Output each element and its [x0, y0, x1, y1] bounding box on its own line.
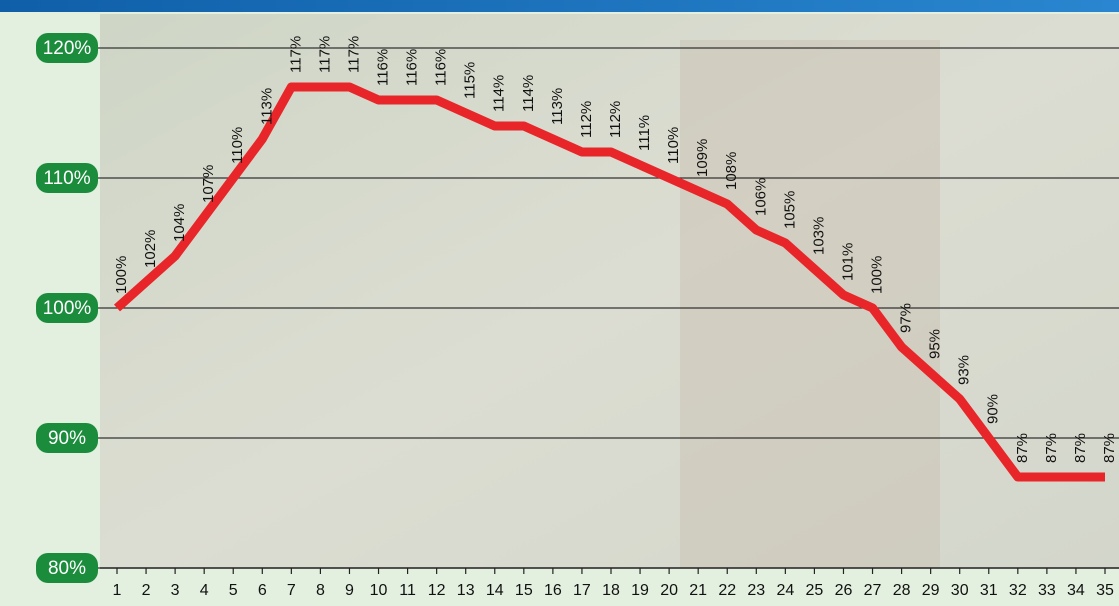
x-tick-label: 13	[457, 582, 475, 599]
x-tick-label: 2	[142, 582, 151, 599]
x-tick-label: 32	[1009, 582, 1027, 599]
y-tick-label: 120%	[43, 38, 92, 59]
x-tick-label: 7	[287, 582, 296, 599]
x-tick-label: 28	[893, 582, 911, 599]
value-label: 105%	[781, 191, 798, 229]
x-tick-label: 31	[980, 582, 998, 599]
x-tick-label: 14	[486, 582, 504, 599]
x-tick-label: 12	[428, 582, 446, 599]
value-label: 93%	[956, 355, 973, 385]
value-label: 116%	[404, 49, 421, 86]
value-label: 114%	[520, 75, 537, 112]
x-tick-label: 16	[544, 582, 562, 599]
x-tick-label: 25	[806, 582, 824, 599]
x-tick-label: 20	[660, 582, 678, 599]
chart: 80%90%100%110%120%1234567891011121314151…	[0, 0, 1119, 606]
x-tick-label: 27	[864, 582, 882, 599]
x-tick-label: 34	[1067, 582, 1085, 599]
value-label: 100%	[113, 256, 130, 294]
plot-background	[100, 14, 1119, 568]
x-tick-label: 18	[602, 582, 620, 599]
x-tick-label: 21	[689, 582, 707, 599]
value-label: 112%	[607, 101, 624, 138]
x-tick-label: 23	[747, 582, 765, 599]
value-label: 117%	[316, 36, 333, 73]
value-label: 111%	[636, 115, 653, 151]
value-label: 113%	[549, 88, 566, 125]
value-label: 103%	[810, 217, 827, 255]
x-tick-label: 1	[113, 582, 122, 599]
value-label: 87%	[1101, 433, 1118, 463]
x-tick-label: 22	[718, 582, 736, 599]
value-label: 116%	[433, 49, 450, 86]
value-label: 110%	[665, 127, 682, 164]
value-label: 107%	[200, 165, 217, 203]
x-tick-label: 15	[515, 582, 533, 599]
value-label: 116%	[374, 49, 391, 86]
x-tick-label: 4	[200, 582, 209, 599]
x-tick-label: 5	[229, 582, 238, 599]
value-label: 100%	[868, 256, 885, 294]
x-tick-label: 26	[835, 582, 853, 599]
x-tick-label: 35	[1096, 582, 1114, 599]
value-label: 101%	[839, 243, 856, 281]
value-label: 113%	[258, 88, 275, 125]
value-label: 115%	[462, 62, 479, 99]
value-label: 114%	[491, 75, 508, 112]
x-tick-label: 3	[171, 582, 180, 599]
y-tick-label: 80%	[48, 558, 86, 579]
value-label: 108%	[723, 152, 740, 190]
value-label: 87%	[1072, 433, 1089, 463]
x-tick-label: 29	[922, 582, 940, 599]
value-label: 102%	[142, 230, 159, 268]
value-label: 110%	[229, 127, 246, 164]
y-tick-label: 100%	[43, 298, 92, 319]
x-tick-label: 24	[776, 582, 794, 599]
value-label: 90%	[985, 394, 1002, 424]
x-tick-label: 6	[258, 582, 267, 599]
value-label: 117%	[287, 36, 304, 73]
value-label: 87%	[1043, 433, 1060, 463]
x-tick-label: 17	[573, 582, 591, 599]
value-label: 97%	[898, 303, 915, 333]
value-label: 109%	[694, 139, 711, 177]
top-bar	[0, 0, 1119, 12]
x-tick-label: 30	[951, 582, 969, 599]
value-label: 95%	[927, 329, 944, 359]
value-label: 112%	[578, 101, 595, 138]
x-tick-label: 9	[345, 582, 354, 599]
x-tick-label: 8	[316, 582, 325, 599]
x-tick-label: 11	[399, 582, 416, 599]
x-tick-label: 33	[1038, 582, 1056, 599]
value-label: 106%	[752, 178, 769, 216]
x-tick-label: 10	[370, 582, 388, 599]
y-tick-label: 110%	[43, 168, 90, 189]
value-label: 104%	[171, 204, 188, 242]
y-tick-label: 90%	[48, 428, 86, 449]
page: {"chart_data": {"type": "line", "categor…	[0, 0, 1119, 606]
value-label: 117%	[345, 36, 362, 73]
value-label: 87%	[1014, 433, 1031, 463]
x-tick-label: 19	[631, 582, 649, 599]
